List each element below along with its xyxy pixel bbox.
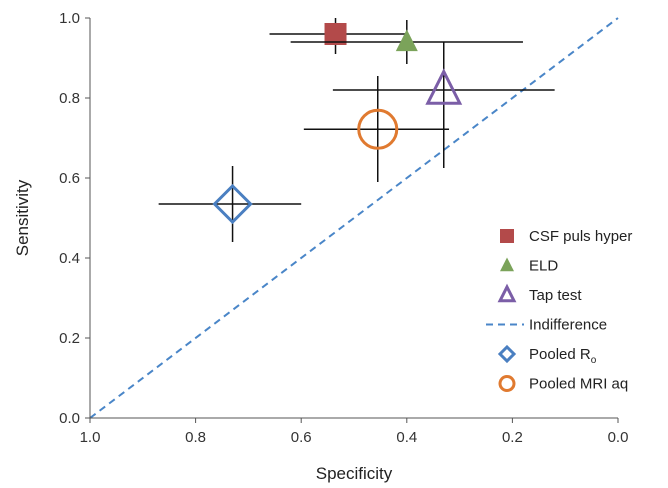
- series-tap-test: [332, 42, 555, 168]
- y-tick-label: 0.0: [59, 410, 80, 427]
- series-eld: [290, 20, 523, 64]
- legend-label: Pooled MRI aq: [529, 376, 628, 393]
- legend-label: CSF puls hyper: [529, 228, 632, 245]
- legend-swatch: [498, 375, 516, 392]
- legend-label-text: CSF puls hyper: [529, 228, 632, 245]
- legend-label-text: Pooled MRI aq: [529, 376, 628, 393]
- legend-item: Pooled MRI aq: [498, 375, 628, 393]
- legend-label: Pooled Ro: [529, 346, 597, 366]
- legend-swatch: [500, 257, 514, 272]
- legend-label-text: Pooled R: [529, 346, 591, 363]
- legend-item: Pooled Ro: [497, 344, 597, 366]
- legend-label: ELD: [529, 258, 558, 275]
- legend-label-text: ELD: [529, 258, 558, 275]
- legend-label-text: Tap test: [529, 287, 582, 304]
- series-csf-puls-hyper: [269, 18, 407, 54]
- x-axis-title: Specificity: [316, 464, 393, 483]
- legend-swatch: [497, 344, 517, 364]
- y-tick-label: 0.8: [59, 90, 80, 107]
- x-tick-label: 0.6: [291, 429, 312, 446]
- legend-label: Tap test: [529, 287, 582, 304]
- data-point-marker: [395, 29, 418, 52]
- x-tick-label: 0.4: [396, 429, 417, 446]
- legend-label-subscript: o: [591, 355, 597, 366]
- legend-item: Tap test: [497, 283, 582, 304]
- data-point-marker: [324, 23, 347, 45]
- x-tick-label: 1.0: [80, 429, 101, 446]
- data-point-marker: [212, 183, 253, 225]
- x-tick-label: 0.0: [608, 429, 629, 446]
- data-point-marker: [425, 68, 463, 105]
- legend-swatch: [500, 229, 514, 243]
- series-pooled-r: [158, 166, 302, 242]
- series-pooled-mri-aq: [303, 76, 450, 182]
- legend-item: ELD: [500, 257, 558, 275]
- plot-area: [89, 17, 619, 419]
- y-tick-label: 0.4: [59, 250, 80, 267]
- x-tick-label: 0.8: [185, 429, 206, 446]
- y-tick-label: 0.2: [59, 330, 80, 347]
- legend: CSF puls hyper ELD Tap test Indifference Poo…: [486, 228, 632, 393]
- y-tick-label: 0.6: [59, 170, 80, 187]
- x-tick-label: 0.2: [502, 429, 523, 446]
- legend-item: Indifference: [486, 317, 607, 334]
- data-point-marker: [357, 108, 399, 150]
- legend-swatch: [497, 283, 517, 303]
- y-axis-title: Sensitivity: [13, 179, 32, 256]
- axes: 1.0 0.8 0.6 0.4 0.2 0.0 0.0 0.2 0.4 0.6 0.8 1.0: [59, 10, 628, 446]
- y-tick-label: 1.0: [59, 10, 80, 27]
- legend-label: Indifference: [529, 317, 607, 334]
- legend-item: CSF puls hyper: [500, 228, 632, 245]
- indifference-line: [89, 17, 619, 419]
